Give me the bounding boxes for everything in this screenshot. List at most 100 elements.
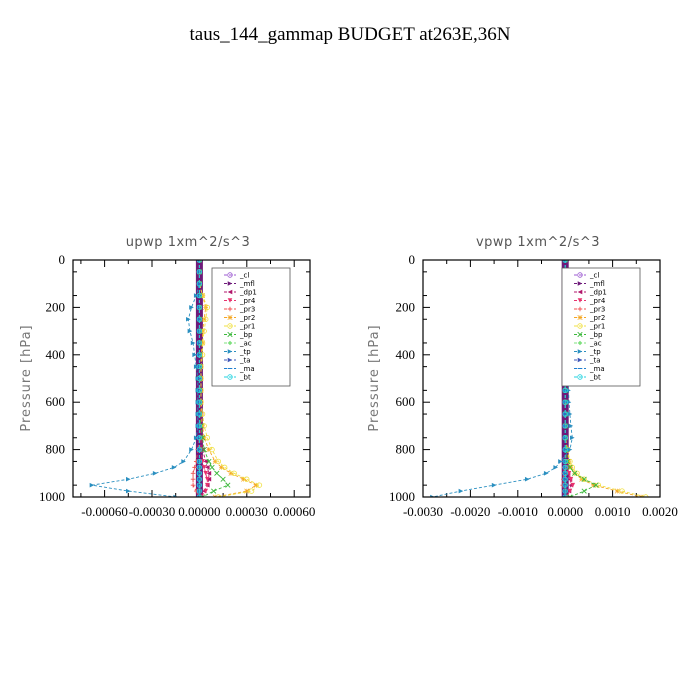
axis-ticks: 0 200 400 600 800 1000 -0.00060 -0.00030 0.00000… [39,252,315,519]
data-point-pr1 [209,446,215,453]
vpwp-panel-title: vpwp 1xm^2/s^3 [476,235,600,250]
data-point-bt [196,281,203,287]
data-point-bt [196,494,203,497]
data-point-pr1 [244,476,250,482]
data-point-bt [562,458,568,465]
data-point-bt [562,470,568,476]
y-tick-label: 0 [59,252,66,267]
data-point-pr3 [190,476,196,482]
data-point-bp [201,446,207,453]
data-point-tp [186,316,191,322]
data-point-bt [196,458,203,465]
data-point-pr1 [619,488,625,494]
data-point-dp1 [206,476,212,482]
data-point-dp1 [203,459,209,464]
data-point-bt [196,292,203,299]
legend-label-cl: _cl [239,272,249,280]
data-point-ta [577,357,583,363]
y-tick-label: 200 [396,299,416,314]
data-point-bt [196,464,203,471]
data-point-pr1 [643,494,649,497]
data-point-pr2 [614,488,620,494]
data-point-bp [572,470,578,476]
data-point-tp [171,465,177,470]
legend-label-bp: _bp [239,331,253,339]
data-point-bt [196,328,203,334]
x-tick-label: 0.0020 [642,504,678,519]
data-point-pr1 [221,464,228,471]
y-tick-label: 400 [46,347,66,362]
x-tick-label: 0.00000 [178,504,220,519]
data-point-bt [196,488,203,494]
data-point-bt [196,411,203,417]
data-point-tp [189,305,194,310]
legend-label-pr3: _pr3 [239,306,255,314]
data-point-bt [577,374,583,380]
data-point-pr2 [201,316,207,322]
data-point-bt [196,304,203,311]
data-point-pr2 [568,464,574,470]
y-tick-label: 1000 [389,489,415,504]
data-point-bt [196,476,203,482]
data-point-bp [211,488,217,494]
data-point-pr1 [256,482,263,488]
data-point-tp [558,459,563,464]
data-point-dp1 [200,447,205,452]
data-point-dp1 [205,465,210,470]
data-point-bp [209,464,215,470]
data-point-pr4 [201,465,207,470]
legend: _cl_mfl_dp1_pr4_pr3_pr2_pr1_bp_ac_tp_ta_… [211,267,291,387]
data-point-pr3 [190,471,196,476]
data-point-pr2 [227,314,233,321]
data-point-tp [568,423,574,429]
data-point-mfl [577,281,583,286]
data-point-tp [543,471,549,476]
data-point-bt [196,446,203,453]
data-point-bt [562,423,568,429]
data-point-pr2 [200,340,206,346]
legend-label-pr2: _pr2 [589,314,605,322]
x-tick-label: 0.0010 [595,504,631,519]
data-point-pr1 [215,494,222,497]
data-point-bt [562,435,568,441]
data-point-dp1 [206,471,212,476]
data-point-pr2 [566,458,572,464]
data-point-tp [126,476,131,482]
legend-label-ma: _ma [589,365,605,373]
data-point-tp [193,364,199,369]
data-point-pr1 [231,470,237,476]
data-point-tp [187,328,193,334]
data-point-pr4 [567,488,573,494]
legend-label-pr4: _pr4 [239,297,256,305]
data-point-tp [567,411,573,417]
plot-frame [422,259,661,498]
legend: _cl_mfl_dp1_pr4_pr3_pr2_pr1_bp_ac_tp_ta_… [561,267,641,387]
series-group [89,260,263,497]
data-point-dp1 [227,289,233,295]
x-tick-label: 0.00030 [226,504,268,519]
data-point-pr4 [203,488,209,494]
data-point-bt [196,340,203,346]
data-point-tp [524,476,530,482]
data-point-pr2 [241,476,247,482]
legend-label-ta: _ta [589,357,601,365]
data-point-pr1 [203,316,209,322]
data-point-bt [562,488,568,494]
data-point-pr3 [577,306,583,312]
data-point-bt [196,423,203,429]
data-point-pr1 [227,323,233,329]
legend-label-dp1: _dp1 [589,289,607,297]
data-point-tp [553,465,559,470]
data-point-bt [562,464,568,471]
data-point-bp [581,488,587,494]
y-tick-label: 800 [46,442,66,457]
data-point-pr4 [568,476,574,482]
data-point-pr4 [203,471,209,476]
x-tick-label: -0.0010 [498,504,538,519]
legend-label-pr1: _pr1 [239,323,255,331]
data-point-pr2 [228,470,234,476]
data-point-pr1 [204,304,210,311]
data-point-pr2 [244,488,250,494]
data-point-bp [206,458,212,465]
data-point-pr4 [205,482,210,488]
